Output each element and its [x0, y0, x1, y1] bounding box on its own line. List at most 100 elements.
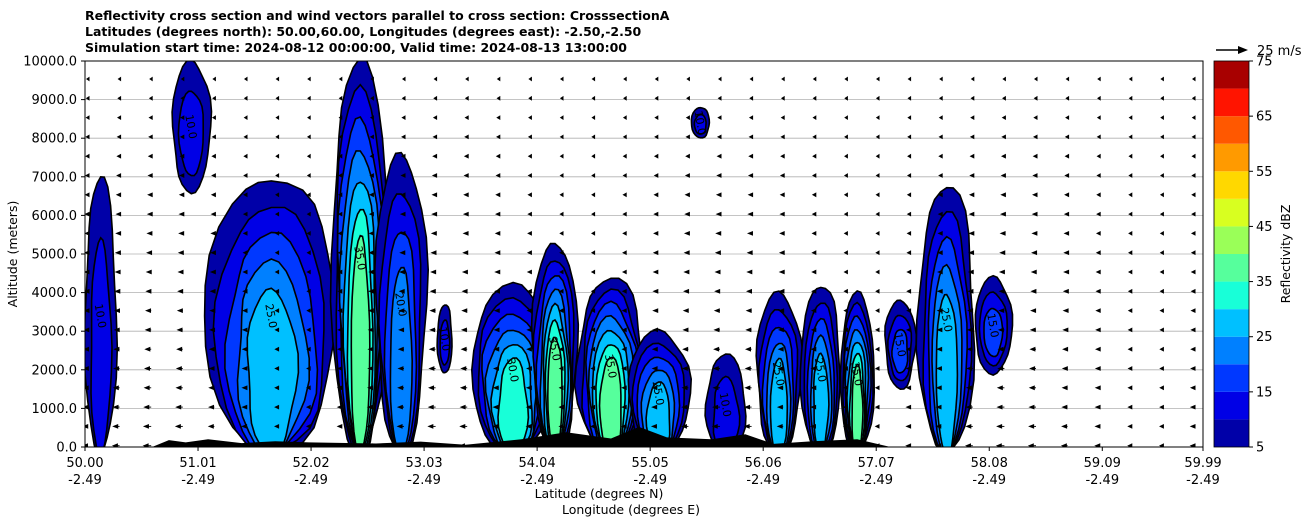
wind-vector — [654, 115, 659, 120]
wind-vector — [307, 76, 311, 82]
wind-vector — [307, 95, 311, 101]
colorbar-tick-label: 65 — [1256, 110, 1273, 125]
wind-vector — [1128, 76, 1133, 82]
wind-vector — [85, 115, 90, 120]
wind-vector — [306, 288, 311, 294]
y-tick-label: 0.0 — [56, 441, 77, 456]
wind-vector — [370, 76, 374, 82]
y-tick-label: 1000.0 — [32, 402, 78, 417]
wind-vector — [274, 463, 279, 468]
colorbar-tick-label: 45 — [1256, 220, 1273, 235]
wind-vector — [528, 115, 532, 120]
wind-vector — [780, 95, 785, 101]
wind-vector — [496, 76, 501, 82]
contour-label: 25.0 — [650, 380, 667, 406]
wind-vector — [622, 173, 627, 178]
wind-vector — [843, 231, 848, 236]
wind-vector — [274, 211, 280, 217]
colorbar-segment — [1214, 143, 1249, 172]
wind-vector — [875, 288, 880, 294]
wind-vector — [1096, 115, 1101, 120]
wind-vector — [369, 115, 374, 120]
wind-vector — [591, 76, 596, 82]
x-tick-label-lat: 59.09 — [1084, 456, 1121, 471]
wind-vector — [1159, 211, 1164, 217]
axes: 0.0 1000.0 2000.0 3000.0 4000.0 5000.0 6000.0 7… — [23, 55, 1221, 489]
wind-vector — [148, 95, 153, 101]
contour-band — [983, 307, 1004, 358]
wind-vector — [243, 115, 248, 120]
wind-vector — [527, 153, 532, 159]
wind-vector — [306, 231, 311, 236]
wind-vector — [969, 134, 975, 140]
wind-vector — [844, 115, 848, 120]
wind-vector — [1128, 115, 1133, 120]
wind-vector — [243, 153, 248, 159]
wind-vector — [623, 95, 627, 101]
wind-vector — [211, 115, 216, 120]
wind-vector — [338, 115, 343, 120]
colorbar-segment — [1214, 88, 1249, 117]
wind-vector — [338, 76, 343, 82]
x-tick-label-lat: 54.04 — [519, 456, 556, 471]
wind-vector — [212, 76, 216, 82]
colorbar-tick-label: 55 — [1256, 165, 1273, 180]
wind-vector — [1128, 211, 1133, 217]
wind-vectors — [85, 76, 1196, 468]
wind-vector — [591, 95, 596, 101]
wind-vector — [875, 211, 880, 217]
wind-vector — [654, 95, 659, 101]
wind-vector — [875, 250, 880, 256]
wind-vector — [559, 153, 564, 159]
wind-vector — [875, 327, 880, 333]
colorbar-segment — [1214, 309, 1249, 337]
wind-vector — [843, 463, 848, 468]
wind-vector — [116, 134, 122, 140]
wind-vector — [241, 463, 247, 468]
contour-band — [389, 266, 414, 447]
wind-vector — [1128, 134, 1133, 140]
wind-vector — [906, 173, 912, 178]
wind-vector — [1159, 327, 1164, 333]
wind-vector — [338, 95, 343, 101]
wind-vector — [938, 153, 943, 159]
colorbar-segment — [1214, 281, 1249, 310]
y-tick-label: 7000.0 — [32, 170, 78, 185]
x-tick-label-lon: -2.49 — [68, 473, 102, 488]
chart-title-line3: Simulation start time: 2024-08-12 00:00:… — [85, 40, 627, 55]
wind-vector — [528, 76, 532, 82]
wind-vector — [680, 463, 686, 468]
wind-vector — [622, 211, 627, 217]
contour-band — [712, 375, 741, 447]
contour-band — [497, 357, 530, 447]
wind-vector — [1127, 443, 1133, 447]
wind-vector — [527, 134, 532, 140]
wind-vector — [274, 269, 280, 275]
wind-vector — [1096, 192, 1101, 198]
wind-vector — [337, 231, 343, 236]
contour-band — [891, 328, 909, 374]
wind-vector — [876, 76, 880, 82]
wind-vector — [1192, 76, 1196, 82]
colorbar-segment — [1214, 364, 1249, 392]
contour-band — [350, 234, 371, 447]
colorbar-segment — [1214, 336, 1249, 365]
wind-vector — [970, 115, 975, 120]
wind-vector — [907, 76, 912, 82]
wind-vector — [306, 211, 311, 217]
wind-vector — [369, 134, 374, 140]
wind-vector — [1159, 463, 1164, 468]
y-tick-label: 8000.0 — [32, 132, 78, 147]
colorbar-tick-label: 35 — [1256, 275, 1273, 290]
wind-vector — [875, 231, 880, 236]
x-axis-label-2: Longitude (degrees E) — [562, 502, 700, 517]
contour-label: 30.0 — [504, 357, 521, 383]
wind-vector — [875, 153, 880, 159]
colorbar: 5 15 25 35 45 55 65 75 — [1213, 55, 1273, 456]
wind-vector — [1034, 76, 1038, 82]
contour-label: 20.0 — [392, 291, 409, 317]
wind-vector — [459, 463, 465, 468]
contour-label: 10.0 — [691, 110, 708, 136]
wind-vector — [243, 134, 248, 140]
wind-vector — [336, 463, 342, 468]
